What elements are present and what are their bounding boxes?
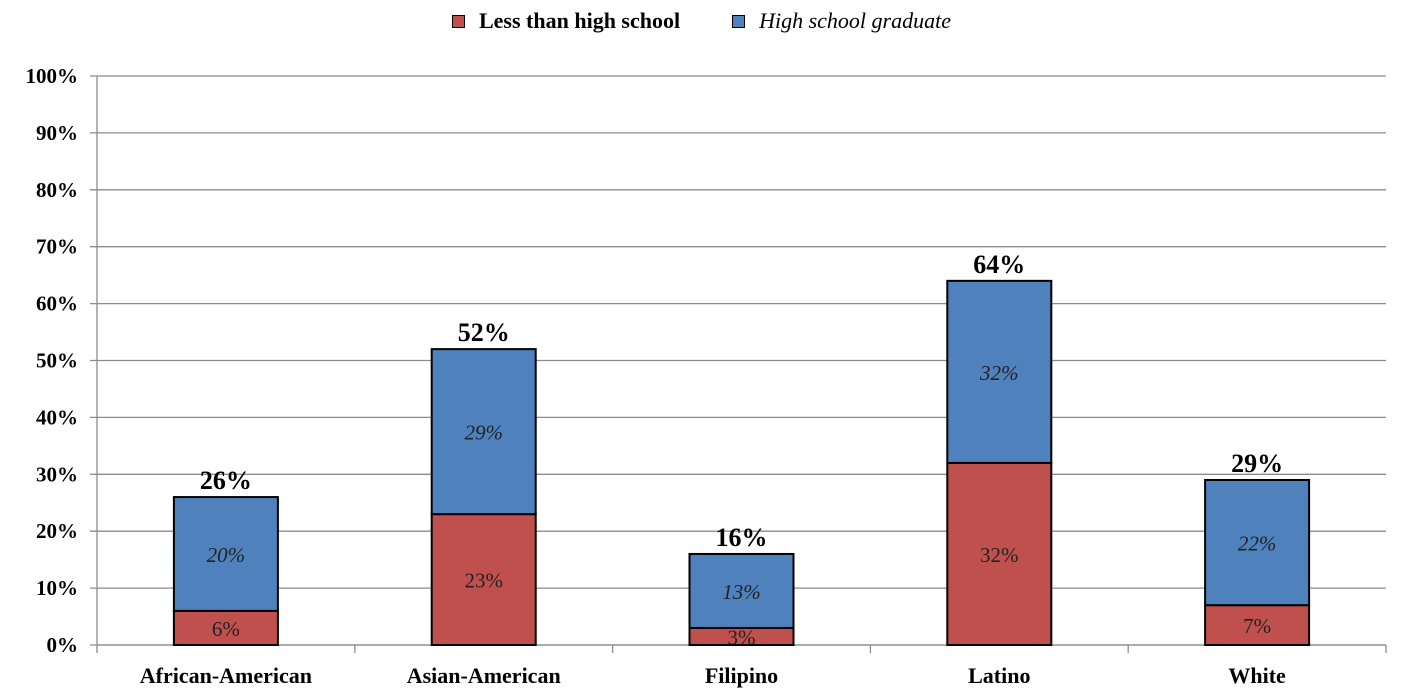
legend-item-high-school-graduate: High school graduate xyxy=(732,8,951,34)
legend-label: High school graduate xyxy=(759,8,951,33)
total-label: 26% xyxy=(200,466,252,495)
data-label: 32% xyxy=(980,543,1019,567)
x-category-label: African-American xyxy=(140,663,312,688)
y-tick-label: 40% xyxy=(36,405,78,429)
legend-label: Less than high school xyxy=(478,8,681,33)
legend: Less than high school High school gradua… xyxy=(0,8,1403,34)
total-label: 29% xyxy=(1231,449,1283,478)
total-label: 16% xyxy=(716,523,768,552)
bar-segment xyxy=(172,496,279,612)
total-label: 64% xyxy=(973,250,1025,279)
y-tick-label: 30% xyxy=(36,462,78,486)
bar-segment xyxy=(430,348,537,516)
data-label: 6% xyxy=(212,617,240,641)
bar-segment xyxy=(430,513,537,646)
legend-item-less-than-high-school: Less than high school xyxy=(451,8,681,34)
y-tick-label: 0% xyxy=(47,633,79,657)
y-tick-label: 50% xyxy=(36,349,78,373)
y-tick-label: 90% xyxy=(36,121,78,145)
data-label: 3% xyxy=(728,625,756,649)
x-category-label: Asian-American xyxy=(407,663,561,688)
data-label: 23% xyxy=(464,569,503,593)
y-tick-label: 60% xyxy=(36,292,78,316)
total-label: 52% xyxy=(458,318,510,347)
bar-segment xyxy=(1204,478,1311,607)
data-label: 20% xyxy=(207,543,246,567)
y-tick-label: 10% xyxy=(36,576,78,600)
y-tick-label: 70% xyxy=(36,235,78,259)
y-tick-label: 20% xyxy=(36,519,78,543)
x-category-label: Latino xyxy=(968,663,1030,688)
x-category-label: Filipino xyxy=(705,663,778,688)
legend-swatch-red xyxy=(451,14,465,28)
data-label: 22% xyxy=(1238,532,1277,556)
y-tick-label: 100% xyxy=(26,64,79,88)
x-category-label: White xyxy=(1228,663,1286,688)
y-tick-label: 80% xyxy=(36,178,78,202)
data-label: 29% xyxy=(464,421,503,445)
bar-segment xyxy=(688,552,795,629)
bar-segment xyxy=(946,461,1053,647)
data-label: 13% xyxy=(722,580,761,604)
data-label: 7% xyxy=(1243,614,1271,638)
data-label: 32% xyxy=(979,361,1019,385)
legend-swatch-blue xyxy=(732,14,746,28)
bar-segment xyxy=(946,279,1053,464)
